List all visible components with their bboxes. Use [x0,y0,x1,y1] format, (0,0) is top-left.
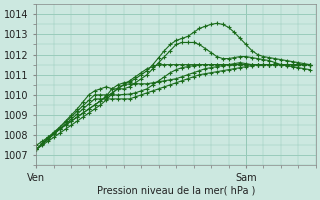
X-axis label: Pression niveau de la mer( hPa ): Pression niveau de la mer( hPa ) [97,186,255,196]
